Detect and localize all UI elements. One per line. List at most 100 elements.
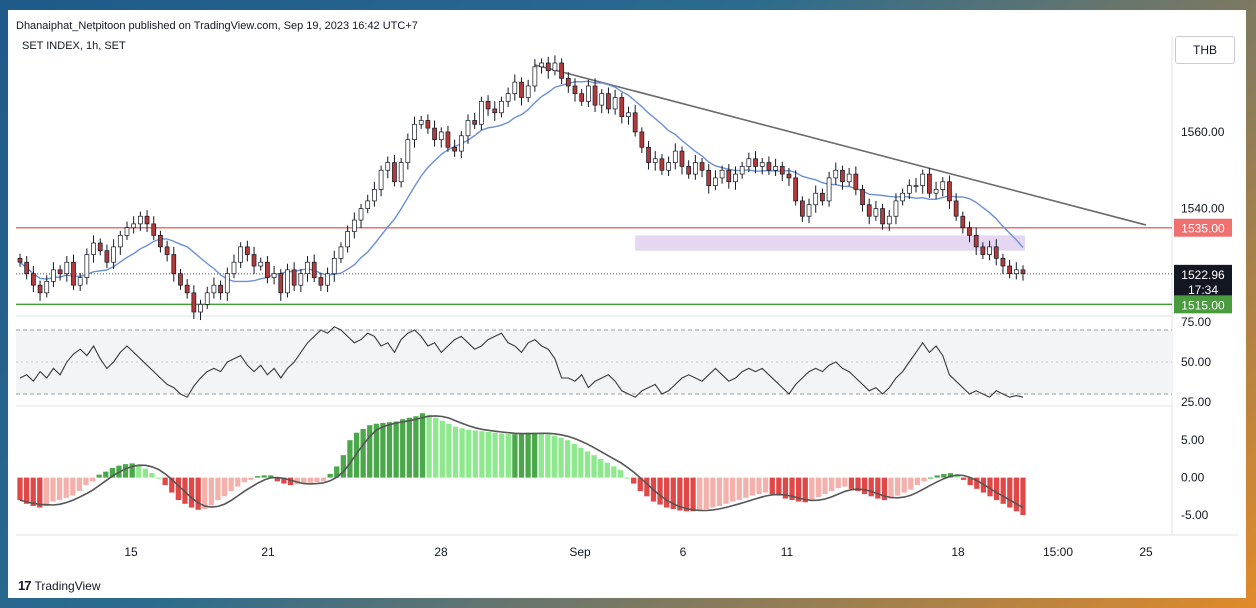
candle-body xyxy=(218,284,223,294)
candle-body xyxy=(565,77,571,87)
macd-bar xyxy=(162,477,168,486)
candle-body xyxy=(512,81,518,94)
candle-body xyxy=(853,173,859,190)
candle xyxy=(666,156,671,176)
macd-bar xyxy=(393,421,399,478)
candle xyxy=(779,161,785,181)
macd-bar xyxy=(782,477,789,499)
candle xyxy=(993,239,999,266)
candle xyxy=(131,216,137,234)
candle xyxy=(920,169,926,194)
candle-body xyxy=(927,173,932,194)
candle-body xyxy=(331,258,337,275)
candle xyxy=(820,188,825,206)
candle xyxy=(612,89,618,115)
candle-body xyxy=(813,192,819,206)
price-pane xyxy=(16,55,1172,321)
candle xyxy=(980,242,986,260)
candle xyxy=(900,188,905,206)
candle-body xyxy=(1013,269,1019,275)
macd-bar xyxy=(802,477,808,503)
macd-bar xyxy=(848,477,855,489)
candle xyxy=(291,262,297,291)
candle xyxy=(873,200,879,221)
candle-body xyxy=(445,131,451,148)
macd-bar xyxy=(89,477,96,482)
time-tick-label: 28 xyxy=(434,545,448,559)
candle-body xyxy=(117,235,123,248)
macd-bar xyxy=(861,477,868,495)
macd-tick-label: -5.00 xyxy=(1181,508,1209,522)
candle xyxy=(833,162,839,185)
candle-body xyxy=(612,97,618,110)
candle xyxy=(786,167,792,186)
macd-bar xyxy=(868,477,874,497)
candle-body xyxy=(987,246,992,255)
macd-bar xyxy=(776,477,782,496)
candle xyxy=(532,59,538,92)
candle-body xyxy=(258,261,264,267)
candle-body xyxy=(900,192,905,202)
candle-body xyxy=(465,120,471,137)
candle xyxy=(325,267,330,293)
candle xyxy=(1020,265,1026,281)
macd-bar xyxy=(195,477,201,510)
candle xyxy=(405,133,411,170)
candle xyxy=(37,280,43,301)
candle-body xyxy=(686,166,692,175)
macd-bar xyxy=(1020,477,1026,516)
macd-bar xyxy=(657,477,663,505)
candle-body xyxy=(779,166,785,175)
macd-bar xyxy=(842,477,848,487)
candle xyxy=(178,269,183,290)
candle xyxy=(91,235,96,263)
candle xyxy=(606,87,611,114)
candle-body xyxy=(759,162,765,167)
candle-body xyxy=(24,261,30,275)
macd-bar xyxy=(248,477,254,480)
candle-body xyxy=(733,173,738,183)
candle xyxy=(144,210,150,232)
candle-body xyxy=(17,258,23,263)
candle xyxy=(265,256,270,284)
candle xyxy=(960,211,966,234)
macd-bar xyxy=(340,455,346,478)
candle xyxy=(345,225,351,253)
candle xyxy=(953,193,959,221)
candle xyxy=(853,166,859,196)
candle-body xyxy=(77,277,83,286)
macd-bar xyxy=(287,477,294,486)
candle xyxy=(880,203,885,230)
macd-bar xyxy=(809,477,815,501)
candle-body xyxy=(519,81,524,98)
last-price-label: 1522.96 xyxy=(1181,268,1225,282)
macd-pane xyxy=(17,413,1026,516)
supply-zone xyxy=(635,235,1025,251)
currency-selector[interactable]: THB xyxy=(1175,36,1235,64)
candle xyxy=(432,120,437,147)
macd-bar xyxy=(149,473,155,478)
candle-body xyxy=(191,292,197,313)
candle-body xyxy=(806,204,812,217)
candle xyxy=(806,198,812,224)
candle-body xyxy=(679,150,685,167)
macd-bar xyxy=(235,477,241,487)
candle xyxy=(479,96,484,131)
macd-bar xyxy=(122,464,129,478)
symbol-label: SET INDEX, 1h, SET xyxy=(22,40,126,52)
candle-body xyxy=(652,158,658,163)
macd-bar xyxy=(228,477,234,492)
macd-bar xyxy=(941,473,947,478)
candle xyxy=(599,89,605,114)
candle-body xyxy=(291,269,297,286)
macd-bar xyxy=(551,435,558,478)
macd-bar xyxy=(835,477,841,489)
brand-label: TradingView xyxy=(34,578,101,593)
candle xyxy=(565,72,571,93)
candle xyxy=(519,77,524,106)
candle xyxy=(826,171,832,207)
candle xyxy=(84,248,90,285)
macd-bar xyxy=(584,451,591,478)
candle xyxy=(840,165,845,190)
